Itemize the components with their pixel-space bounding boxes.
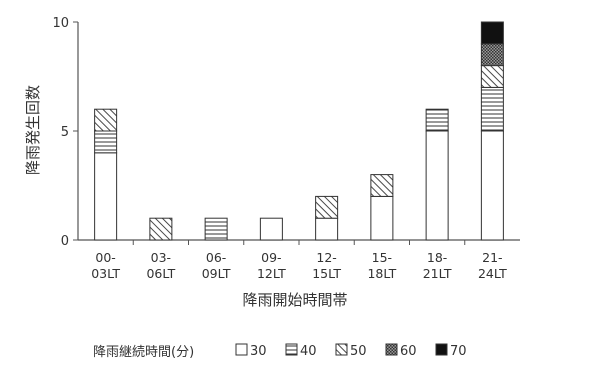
x-tick-label-7-1: 24LT (478, 266, 507, 281)
legend-label-70: 70 (450, 344, 467, 359)
legend-swatch-70 (435, 343, 448, 356)
bar-5-series-50 (370, 174, 394, 197)
y-tick-label-10: 10 (52, 16, 69, 31)
x-tick-label-6-0: 18- (427, 250, 447, 265)
plot-area: 0 5 10 00-03LT 03-06LT 06-09LT 09-12LT 12-15LT 1… (52, 16, 520, 281)
bar-6-series-40 (425, 108, 449, 132)
x-tick-label-1-1: 06LT (146, 266, 175, 281)
x-axis-title: 降雨開始時間帯 (242, 291, 347, 309)
y-axis-title: 降雨発生回数 (24, 85, 42, 175)
legend-label-50: 50 (350, 344, 367, 359)
bar-5-series-30 (370, 195, 394, 241)
bar-3-series-30 (259, 217, 283, 241)
y-tick-label-0: 0 (61, 234, 69, 249)
bar-1-series-50 (149, 217, 173, 241)
legend-swatch-30 (235, 343, 248, 356)
x-tick-label-1-0: 03- (151, 250, 171, 265)
x-tick-label-7-0: 21- (482, 250, 502, 265)
bar-7-series-50 (480, 65, 504, 88)
legend-swatch-60 (385, 343, 398, 356)
x-tick-label-4-0: 12- (316, 250, 336, 265)
legend-title: 降雨継続時間(分) (93, 345, 194, 360)
bar-0-series-50 (94, 108, 118, 132)
bar-6-series-30 (425, 130, 449, 241)
legend-label-40: 40 (300, 344, 317, 359)
legend-swatch-50 (335, 343, 348, 356)
bar-0-series-30 (94, 152, 118, 241)
x-tick-label-6-1: 21LT (423, 266, 452, 281)
x-tick-label-3-0: 09- (261, 250, 281, 265)
x-tick-label-5-1: 18LT (367, 266, 396, 281)
bar-2-series-40 (204, 217, 228, 241)
legend: 降雨継続時間(分) 30 40 50 60 70 (93, 343, 467, 360)
legend-label-60: 60 (400, 344, 417, 359)
legend-label-30: 30 (250, 344, 267, 359)
bar-4-series-30 (315, 217, 339, 241)
x-tick-label-2-0: 06- (206, 250, 226, 265)
x-tick-label-3-1: 12LT (257, 266, 286, 281)
x-tick-label-0-0: 00- (95, 250, 115, 265)
bar-0-series-40 (94, 130, 118, 154)
bar-7-series-40 (480, 86, 504, 132)
y-tick-label-5: 5 (61, 125, 69, 140)
bar-7-series-30 (480, 130, 504, 241)
bar-7-series-60 (480, 43, 504, 67)
x-tick-label-4-1: 15LT (312, 266, 341, 281)
legend-swatch-40 (285, 343, 298, 356)
x-tick-label-0-1: 03LT (91, 266, 120, 281)
x-tick-label-2-1: 09LT (202, 266, 231, 281)
bar-7-series-70 (480, 21, 504, 45)
x-tick-label-5-0: 15- (372, 250, 392, 265)
bar-4-series-50 (315, 195, 339, 219)
